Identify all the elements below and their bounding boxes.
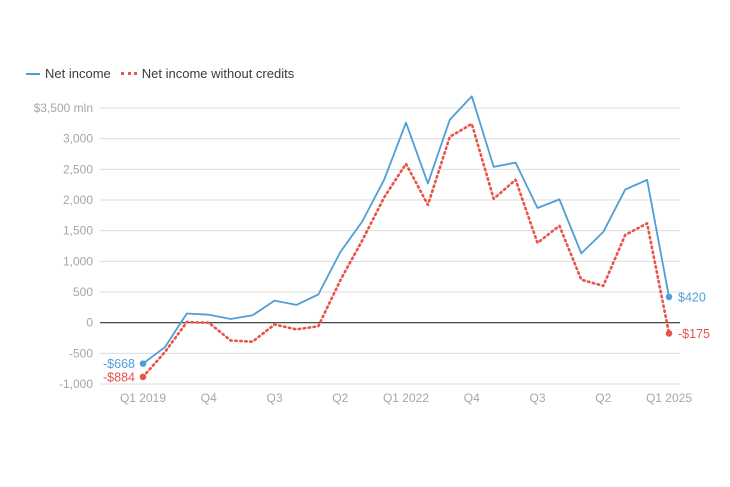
y-tick-label: 2,000 xyxy=(63,193,93,207)
y-tick-label: 3,000 xyxy=(63,132,93,146)
y-tick-label: 500 xyxy=(73,285,93,299)
data-label: -$668 xyxy=(103,357,135,371)
endpoint-marker xyxy=(665,293,673,301)
series-line-net-income-without-credits xyxy=(141,122,671,379)
legend-swatch-dotted xyxy=(120,72,137,75)
legend-item-net-income-without-credits: Net income without credits xyxy=(120,66,295,81)
endpoint-marker xyxy=(139,360,147,367)
y-tick-label: 2,500 xyxy=(63,162,93,176)
x-tick-label: Q4 xyxy=(464,391,480,405)
x-tick-label: Q1 2022 xyxy=(383,391,429,405)
y-tick-label: -1,000 xyxy=(59,377,93,391)
endpoint-marker xyxy=(665,330,673,337)
y-tick-label: 0 xyxy=(86,316,93,330)
annotations: -$668-$884 $420 -$175 xyxy=(103,290,710,384)
x-tick-label: Q1 2025 xyxy=(646,391,692,405)
data-label: -$884 xyxy=(103,370,135,384)
legend-label-net-income-without-credits: Net income without credits xyxy=(141,66,295,81)
chart-legend: Net income Net income without credits xyxy=(26,66,304,81)
legend-swatch-solid xyxy=(26,72,40,75)
series-lines xyxy=(141,95,671,379)
x-tick-label: Q4 xyxy=(201,391,217,405)
y-tick-label: 1,000 xyxy=(63,254,93,268)
data-label: -$175 xyxy=(678,327,710,341)
legend-item-net-income: Net income xyxy=(26,66,111,81)
data-label: $420 xyxy=(678,290,706,304)
series-line-net-income xyxy=(142,95,670,365)
x-axis-ticks: Q1 2019 Q4 Q3 Q2 Q1 2022 Q4 Q3 Q2 Q1 2025 xyxy=(120,391,692,405)
x-tick-label: Q1 2019 xyxy=(120,391,166,405)
y-tick-label: $3,500 mln xyxy=(34,101,93,115)
y-tick-label: 1,500 xyxy=(63,224,93,238)
y-axis-ticks: $3,500 mln 3,000 2,500 2,000 1,500 1,000 500 0 -… xyxy=(34,101,94,391)
legend-label-net-income: Net income xyxy=(45,66,111,81)
x-tick-label: Q2 xyxy=(332,391,348,405)
x-tick-label: Q3 xyxy=(529,391,545,405)
x-tick-label: Q2 xyxy=(595,391,611,405)
x-tick-label: Q3 xyxy=(266,391,282,405)
gridlines xyxy=(100,107,680,385)
endpoint-marker xyxy=(139,373,147,381)
y-tick-label: -500 xyxy=(69,346,93,360)
